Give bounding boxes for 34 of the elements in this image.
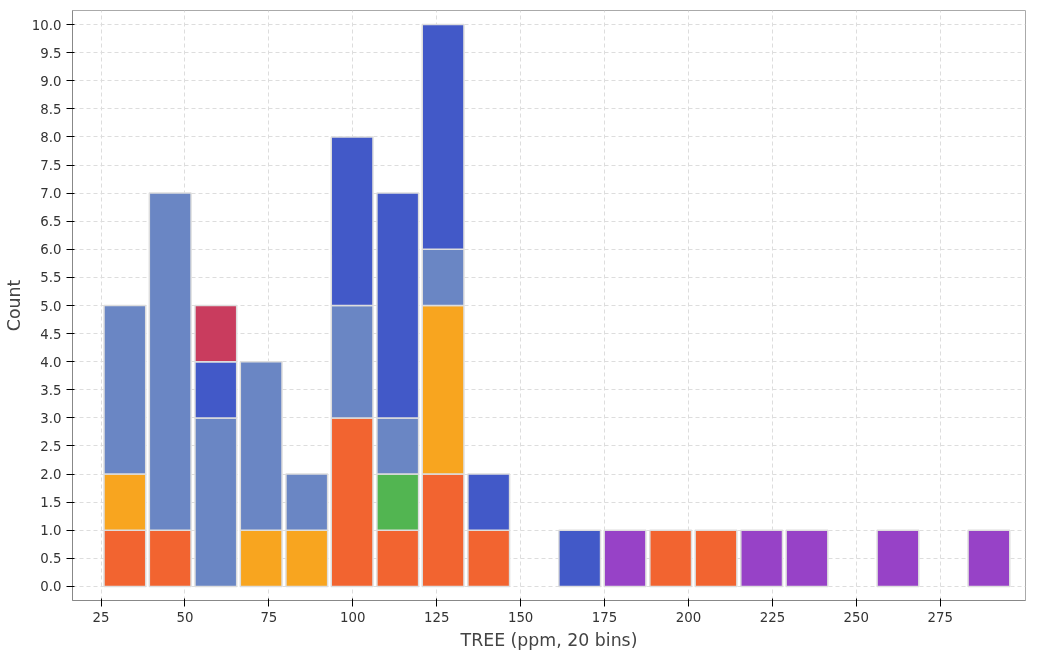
y-tick-label: 4.5 <box>40 326 62 342</box>
y-tick-label: 4.0 <box>40 354 62 370</box>
x-tick-label: 50 <box>176 609 194 625</box>
x-tick-label: 175 <box>591 609 618 625</box>
y-axis-title: Count <box>3 279 24 332</box>
y-tick-label: 10.0 <box>31 17 62 33</box>
y-tick-label: 3.5 <box>40 382 62 398</box>
x-tick-label: 200 <box>675 609 702 625</box>
x-tick-label: 150 <box>507 609 534 625</box>
x-tick-label: 25 <box>92 609 110 625</box>
y-tick-label: 5.5 <box>40 270 62 286</box>
y-tick-label: 2.5 <box>40 438 62 454</box>
y-tick-label: 6.5 <box>40 214 62 230</box>
x-tick-label: 225 <box>759 609 786 625</box>
y-tick-label: 5.0 <box>40 298 62 314</box>
y-tick-label: 8.5 <box>40 101 62 117</box>
y-tick-label: 2.0 <box>40 467 62 483</box>
y-tick-label: 9.5 <box>40 45 62 61</box>
x-tick-label: 100 <box>340 609 366 625</box>
x-tick-label: 75 <box>260 609 278 625</box>
x-axis-title: TREE (ppm, 20 bins) <box>459 629 638 650</box>
x-tick-label: 275 <box>927 609 953 625</box>
y-tick-label: 8.0 <box>40 129 62 145</box>
y-tick-label: 0.5 <box>40 551 62 567</box>
x-tick-label: 250 <box>843 609 870 625</box>
y-tick-label: 1.0 <box>40 523 62 539</box>
y-tick-label: 3.0 <box>40 410 62 426</box>
y-tick-label: 0.0 <box>40 579 62 595</box>
y-tick-label: 6.0 <box>40 242 62 258</box>
y-tick-label: 7.5 <box>40 158 62 174</box>
y-tick-label: 9.0 <box>40 73 62 89</box>
y-tick-label: 1.5 <box>40 495 62 511</box>
y-tick-label: 7.0 <box>40 186 62 202</box>
x-tick-label: 125 <box>423 609 450 625</box>
